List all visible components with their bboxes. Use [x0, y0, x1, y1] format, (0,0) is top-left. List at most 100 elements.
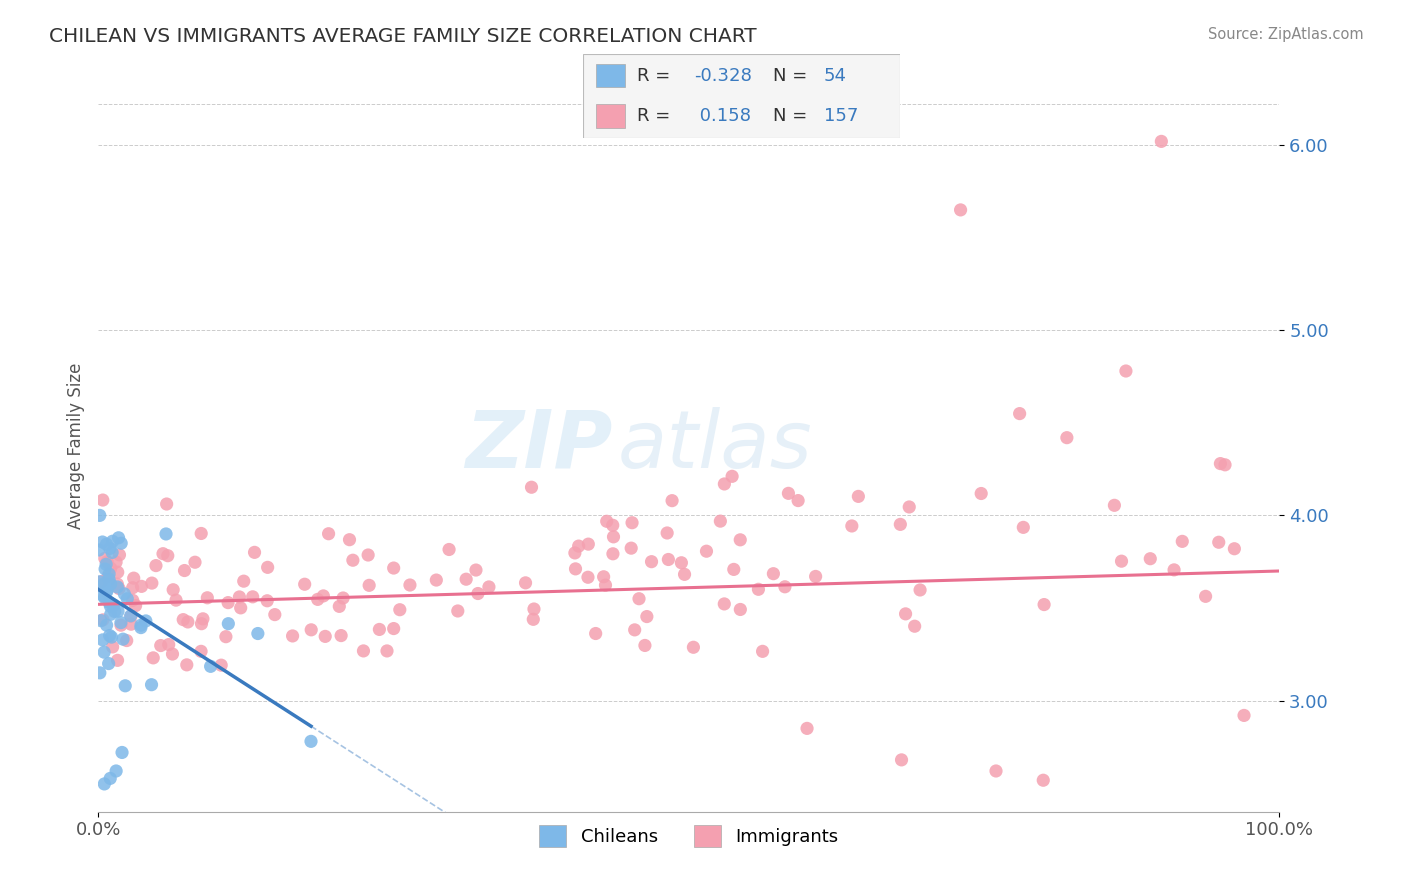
- Point: [184, 555, 207, 569]
- Point: [93, 591, 115, 605]
- Text: R =: R =: [637, 107, 671, 125]
- Point: [108, 548, 131, 562]
- Text: 54: 54: [824, 67, 846, 85]
- Point: [190, 526, 212, 541]
- Point: [173, 564, 195, 578]
- Point: [627, 591, 650, 606]
- Point: [307, 592, 329, 607]
- Point: [984, 764, 1007, 778]
- Point: [1008, 407, 1031, 421]
- Point: [215, 630, 238, 644]
- Point: [217, 596, 239, 610]
- Point: [342, 553, 364, 567]
- Point: [299, 734, 322, 748]
- Point: [709, 514, 731, 528]
- Point: [332, 591, 354, 605]
- Point: [1115, 364, 1137, 378]
- Point: [176, 657, 198, 672]
- Point: [595, 578, 617, 592]
- Point: [949, 202, 972, 217]
- Point: [90, 614, 112, 628]
- Point: [382, 561, 405, 575]
- Point: [120, 609, 142, 624]
- Point: [246, 626, 269, 640]
- Point: [108, 582, 131, 596]
- Point: [447, 604, 470, 618]
- Point: [314, 629, 336, 643]
- Point: [142, 651, 165, 665]
- Point: [1194, 590, 1216, 604]
- Point: [359, 578, 381, 592]
- Point: [904, 619, 927, 633]
- Point: [970, 486, 993, 500]
- Point: [229, 600, 252, 615]
- Text: N =: N =: [773, 67, 807, 85]
- Point: [114, 679, 136, 693]
- Point: [156, 549, 179, 563]
- Point: [1139, 551, 1161, 566]
- Point: [120, 617, 142, 632]
- Point: [129, 618, 152, 632]
- Point: [256, 594, 278, 608]
- Point: [100, 607, 122, 622]
- Point: [162, 647, 184, 661]
- Point: [564, 562, 586, 576]
- Point: [110, 618, 132, 632]
- Point: [110, 536, 132, 550]
- Point: [200, 659, 222, 673]
- Point: [1032, 773, 1054, 788]
- Point: [162, 582, 184, 597]
- Point: [621, 516, 644, 530]
- Point: [93, 577, 115, 591]
- Point: [93, 645, 115, 659]
- Point: [107, 604, 129, 618]
- Point: [728, 533, 751, 547]
- Point: [339, 533, 361, 547]
- Point: [602, 518, 624, 533]
- Point: [723, 562, 745, 576]
- Point: [1223, 541, 1246, 556]
- Point: [671, 556, 693, 570]
- Point: [91, 535, 114, 549]
- Point: [149, 639, 172, 653]
- Text: CHILEAN VS IMMIGRANTS AVERAGE FAMILY SIZE CORRELATION CHART: CHILEAN VS IMMIGRANTS AVERAGE FAMILY SIZ…: [49, 27, 756, 45]
- Point: [889, 517, 911, 532]
- Point: [281, 629, 304, 643]
- Point: [177, 615, 200, 629]
- Point: [121, 593, 143, 607]
- Point: [105, 580, 128, 594]
- Point: [375, 644, 398, 658]
- Point: [91, 493, 114, 508]
- Point: [117, 591, 139, 606]
- Point: [841, 519, 863, 533]
- Point: [141, 678, 163, 692]
- Legend: Chileans, Immigrants: Chileans, Immigrants: [531, 817, 846, 854]
- Point: [399, 578, 422, 592]
- Point: [456, 572, 478, 586]
- Point: [94, 562, 117, 576]
- Point: [98, 628, 121, 642]
- Point: [141, 576, 163, 591]
- Point: [107, 653, 129, 667]
- Point: [437, 542, 460, 557]
- Point: [1163, 563, 1185, 577]
- Point: [100, 599, 122, 613]
- Point: [89, 508, 111, 523]
- Point: [1033, 598, 1056, 612]
- Point: [522, 612, 544, 626]
- Point: [804, 569, 827, 583]
- Point: [98, 772, 121, 786]
- Point: [602, 530, 624, 544]
- Point: [242, 590, 264, 604]
- Text: ZIP: ZIP: [465, 407, 612, 485]
- Point: [101, 640, 124, 654]
- Point: [908, 582, 931, 597]
- Point: [101, 545, 124, 559]
- FancyBboxPatch shape: [583, 54, 900, 138]
- Point: [1111, 554, 1133, 568]
- Point: [1012, 520, 1035, 534]
- Text: 157: 157: [824, 107, 858, 125]
- Point: [1233, 708, 1256, 723]
- Point: [104, 605, 127, 619]
- Point: [787, 493, 810, 508]
